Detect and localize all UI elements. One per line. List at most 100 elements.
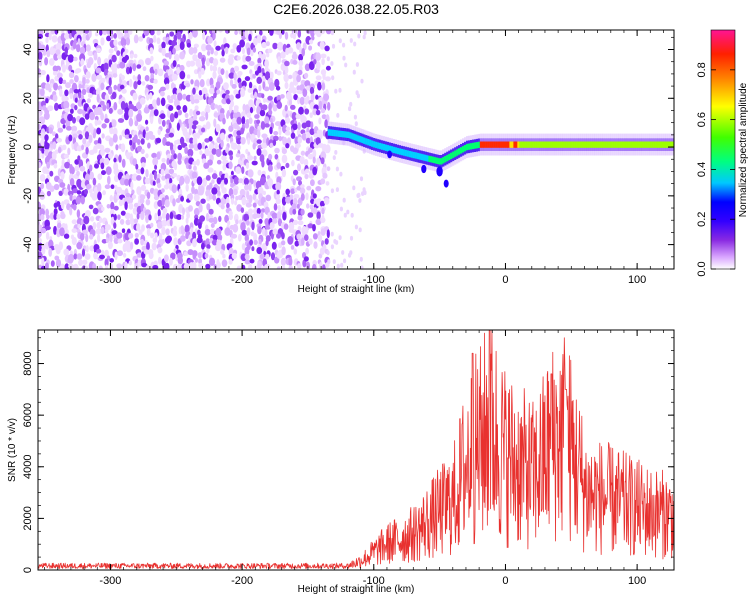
spectrogram-noise-cell <box>284 81 289 90</box>
spectrogram-noise-cell <box>192 46 198 54</box>
spectrogram-noise-cell <box>50 30 56 35</box>
spectrogram-noise-cell <box>158 116 162 125</box>
spectrogram-noise-cell <box>75 68 82 73</box>
spectrogram-noise-cell <box>45 169 50 175</box>
spectrogram-noise-cell <box>205 213 210 222</box>
spectrogram-noise-cell <box>72 41 77 50</box>
spectrogram-noise-cell <box>342 197 346 203</box>
spectrogram-noise-cell <box>241 64 248 70</box>
spectrogram-noise-cell <box>211 179 215 184</box>
spectrogram-noise-cell <box>330 231 334 237</box>
spectrogram-noise-cell <box>81 88 87 96</box>
spectrogram-noise-cell <box>175 198 181 203</box>
spectrogram-noise-cell <box>311 35 315 41</box>
spectrogram-noise-cell <box>217 185 220 192</box>
spectrogram-noise-cell <box>240 137 246 145</box>
ridge-core-segment <box>665 141 668 148</box>
spectrogram-noise-cell <box>49 170 54 177</box>
spectrogram-noise-cell <box>306 185 312 191</box>
spectrogram-noise-cell <box>269 30 274 36</box>
spectrogram-noise-cell <box>140 184 147 192</box>
ridge-core-segment <box>513 141 516 148</box>
ridge-core-segment <box>404 149 407 157</box>
spectrogram-noise-cell <box>87 50 94 57</box>
spectrogram-noise-cell <box>149 47 154 55</box>
spectrogram-noise-cell <box>173 93 177 101</box>
spectrogram-noise-cell <box>301 47 306 57</box>
spectrogram-noise-cell <box>59 227 65 237</box>
spectrogram-noise-cell <box>152 237 158 243</box>
spectrogram-noise-cell <box>55 42 62 51</box>
ridge-core-segment <box>428 155 431 163</box>
spectrogram-noise-cell <box>84 113 90 120</box>
ridge-core-segment <box>568 141 571 148</box>
spectrogram-noise-cell <box>309 141 315 150</box>
spectrogram-noise-cell <box>188 193 193 201</box>
spectrogram-noise-cell <box>281 196 287 206</box>
spectrogram-noise-cell <box>63 233 70 239</box>
spectrogram-noise-cell <box>282 136 288 146</box>
ridge-core-segment <box>635 141 638 148</box>
spectrogram-noise-cell <box>276 101 283 109</box>
spectrogram-noise-cell <box>298 60 304 67</box>
spectrogram-noise-cell <box>220 249 225 255</box>
spectrogram-noise-cell <box>193 207 200 216</box>
spectrogram-noise-cell <box>206 78 211 87</box>
spectrogram-noise-cell <box>202 31 206 40</box>
spectrogram-noise-cell <box>307 223 314 229</box>
spectrogram-noise-cell <box>205 44 212 51</box>
spectrogram-noise-cell <box>292 147 299 155</box>
spectrogram-noise-cell <box>68 134 73 142</box>
spectrogram-noise-cell <box>292 208 297 215</box>
ridge-core-segment <box>550 141 554 148</box>
spectrogram-noise-cell <box>285 126 291 132</box>
spectrogram-noise-cell <box>192 54 198 62</box>
spectrogram-noise-cell <box>96 248 102 254</box>
spectrogram-noise-cell <box>160 97 166 107</box>
spectrogram-noise-cell <box>264 116 270 125</box>
spectrogram-noise-cell <box>299 46 303 54</box>
spectrogram-noise-cell <box>153 195 160 201</box>
spectrogram-noise-cell <box>280 257 286 266</box>
spectrogram-noise-cell <box>297 163 301 172</box>
spectrogram-noise-cell <box>270 252 276 261</box>
spectrogram-noise-cell <box>241 80 247 88</box>
spectrogram-noise-cell <box>297 225 302 232</box>
spectrogram-noise-cell <box>86 98 91 104</box>
spectrogram-noise-cell <box>261 41 267 49</box>
spectrogram-noise-cell <box>91 192 98 201</box>
ridge-core-segment <box>667 141 670 148</box>
spectrogram-noise-cell <box>84 265 89 269</box>
ridge-core-segment <box>367 139 370 146</box>
spectrogram-noise-cell <box>227 243 233 249</box>
spectrogram-noise-cell <box>315 137 321 146</box>
spectrogram-noise-cell <box>196 132 200 139</box>
spectrogram-noise-cell <box>68 33 73 39</box>
spectrogram-noise-cell <box>226 202 230 209</box>
spectrogram-noise-cell <box>77 223 81 229</box>
spectrogram-noise-cell <box>69 166 75 175</box>
spectrogram-noise-cell <box>274 154 279 160</box>
spectrogram-noise-cell <box>165 141 171 146</box>
spectrogram-noise-cell <box>157 209 161 218</box>
ridge-core-segment <box>614 141 617 148</box>
spectrogram-noise-cell <box>172 87 178 96</box>
spectrogram-noise-cell <box>169 177 173 185</box>
spectrogram-noise-cell <box>269 126 273 135</box>
spectrogram-noise-cell <box>249 106 254 114</box>
spectrogram-noise-cell <box>58 77 63 85</box>
spectrogram-noise-cell <box>239 39 246 48</box>
spectrogram-noise-cell <box>215 227 222 237</box>
spectrogram-noise-cell <box>149 116 154 125</box>
snr-frame <box>37 329 675 571</box>
spectrogram-noise-cell <box>273 203 278 211</box>
spectrogram-y-ticks: -40 -20 0 20 40 <box>22 36 674 270</box>
spectrogram-noise-cell <box>318 117 322 125</box>
spectrogram-noise-cell <box>236 137 242 145</box>
spectrogram-noise-cell <box>362 34 366 40</box>
ridge-core-segment <box>566 141 569 148</box>
spectrogram-noise-cell <box>212 58 219 67</box>
spectrogram-noise-cell <box>92 207 99 215</box>
spectrogram-noise-cell <box>240 127 245 135</box>
spectrogram-noise-cell <box>320 157 325 165</box>
